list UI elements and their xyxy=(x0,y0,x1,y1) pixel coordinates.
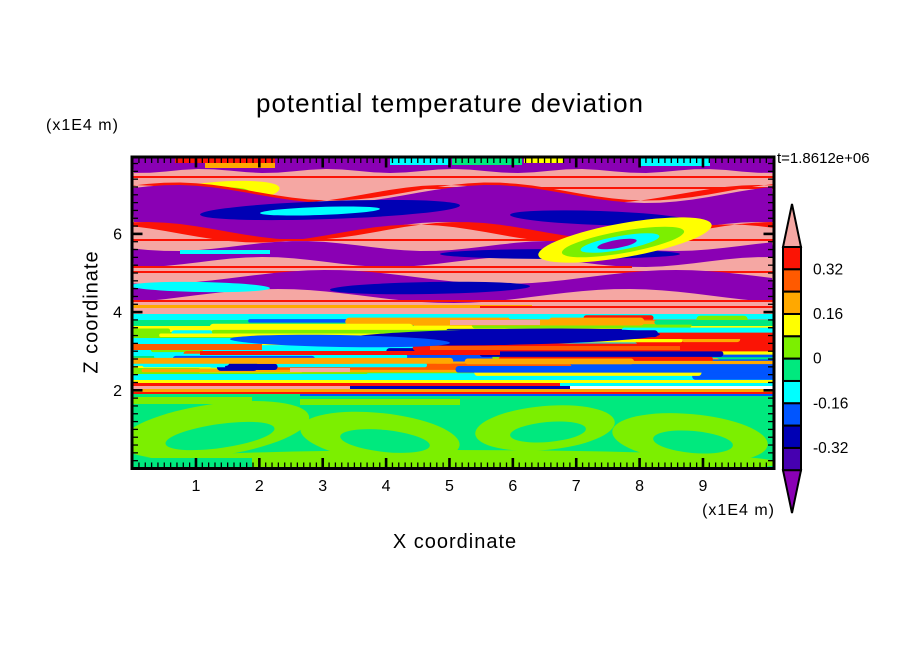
field-patch-red xyxy=(133,300,773,302)
field-streak xyxy=(479,350,724,357)
colorbar-tick-label: 0.32 xyxy=(813,261,843,278)
field-streak xyxy=(464,358,634,365)
field-blob-springgreen xyxy=(653,430,733,454)
field-patch-orangered xyxy=(430,346,680,350)
x-tick-label: 1 xyxy=(192,478,201,495)
x-axis-title: X coordinate xyxy=(392,531,518,553)
z-axis-unit-label: (x1E4 m) xyxy=(46,117,119,134)
colorbar-under-arrow xyxy=(781,469,803,514)
field-blob-chartreuse xyxy=(133,450,773,467)
colorbar-segment-orange xyxy=(782,290,802,315)
x-tick-label: 2 xyxy=(255,478,264,495)
field-patch-red xyxy=(420,187,773,189)
z-tick-label: 2 xyxy=(113,383,122,400)
field-patch-red xyxy=(133,383,632,386)
field-blob-blue xyxy=(230,334,450,348)
x-tick-label: 6 xyxy=(508,478,517,495)
field-patch-orangered xyxy=(133,344,262,350)
z-axis-title: Z coordinate xyxy=(80,250,103,374)
field-patch-red xyxy=(133,266,632,268)
field-blob-navy xyxy=(330,281,530,295)
colorbar-segment-navy xyxy=(782,424,802,449)
field-patch-cyan xyxy=(640,158,710,166)
x-tick-label: 3 xyxy=(318,478,327,495)
field-patch-orange xyxy=(133,305,532,308)
field-patch-cyan xyxy=(390,158,450,165)
field-blob-springgreen xyxy=(340,429,430,453)
field-patch-pink xyxy=(133,386,382,389)
plot-border xyxy=(130,155,776,470)
field-streak xyxy=(209,323,414,332)
field-row xyxy=(133,314,773,320)
x-tick-label: 4 xyxy=(382,478,391,495)
colorbar-segment-springgreen xyxy=(782,357,802,382)
chart-title: potential temperature deviation xyxy=(255,88,644,118)
field-patch-red xyxy=(133,271,773,273)
field-patch-orange xyxy=(133,389,773,392)
field-blob-purple xyxy=(597,238,637,250)
time-stamp-label: t=1.8612e+06 xyxy=(777,150,870,167)
field-patch-blue xyxy=(300,394,773,396)
colorbar-over-arrow xyxy=(781,203,803,248)
field-band-purple xyxy=(133,158,773,173)
field-patch-pink xyxy=(290,368,350,372)
field-patch-pink xyxy=(133,309,382,313)
x-tick-label: 9 xyxy=(699,478,708,495)
field-band-red xyxy=(133,222,773,243)
colorbar-tick-label: -0.16 xyxy=(813,395,848,412)
field-patch-red xyxy=(133,392,773,394)
x-tick-label: 8 xyxy=(635,478,644,495)
z-tick-label: 6 xyxy=(113,226,122,243)
field-patch-red xyxy=(200,351,500,355)
field-patch-red xyxy=(480,306,773,308)
colorbar-segment-indigo xyxy=(782,446,802,472)
field-blob-springgreen xyxy=(165,421,275,451)
field-streak xyxy=(225,363,278,371)
field-streak xyxy=(621,327,773,334)
colorbar-tick-label: 0.16 xyxy=(813,306,843,323)
x-tick-label: 5 xyxy=(445,478,454,495)
field-blob-springgreen xyxy=(510,421,586,443)
colorbar-segment-orangered xyxy=(782,268,802,293)
axis-ticks xyxy=(133,158,773,467)
colorbar-tick-label: -0.32 xyxy=(813,440,848,457)
field-streak xyxy=(654,319,773,325)
colorbar-segment-cyan xyxy=(782,379,802,405)
field-patch-cyan xyxy=(560,383,773,386)
tick-labels: 1 2 3 4 5 6 7 8 9 2 4 6 xyxy=(113,226,707,495)
plot-field xyxy=(133,158,773,467)
field-patch-orange xyxy=(205,163,275,168)
field-patch-cyan xyxy=(180,250,270,254)
colorbar-segment-red xyxy=(782,246,802,271)
field-streak xyxy=(455,366,773,373)
field-patch-chartreuse xyxy=(300,399,460,405)
field-band-red xyxy=(133,182,773,203)
field-streak xyxy=(133,357,454,364)
field-patch-pink xyxy=(450,320,540,325)
field-streak xyxy=(508,314,551,320)
field-patch-navy xyxy=(350,386,570,389)
field-patch-red xyxy=(133,239,773,241)
field-patch-chartreuse xyxy=(133,397,252,404)
field-streak xyxy=(133,328,171,334)
field-patch-red xyxy=(133,176,773,178)
field-blob-cyan xyxy=(133,281,270,293)
colorbar-segment-yellow xyxy=(782,312,802,338)
x-tick-label: 7 xyxy=(572,478,581,495)
x-axis-unit-label: (x1E4 m) xyxy=(702,502,775,519)
colorbar-segment-chartreuse xyxy=(782,335,802,360)
field-patch-springgreen xyxy=(133,458,252,467)
z-tick-label: 4 xyxy=(113,305,122,322)
field-streak xyxy=(692,373,773,380)
field-patch-red xyxy=(175,158,275,163)
colorbar-segment-blue xyxy=(782,402,802,427)
field-patch-yellow xyxy=(133,380,773,383)
field-blob-cyan xyxy=(260,206,380,216)
colorbar: 0.32 0.16 0 -0.16 -0.32 xyxy=(781,203,848,514)
colorbar-tick-label: 0 xyxy=(813,351,822,368)
